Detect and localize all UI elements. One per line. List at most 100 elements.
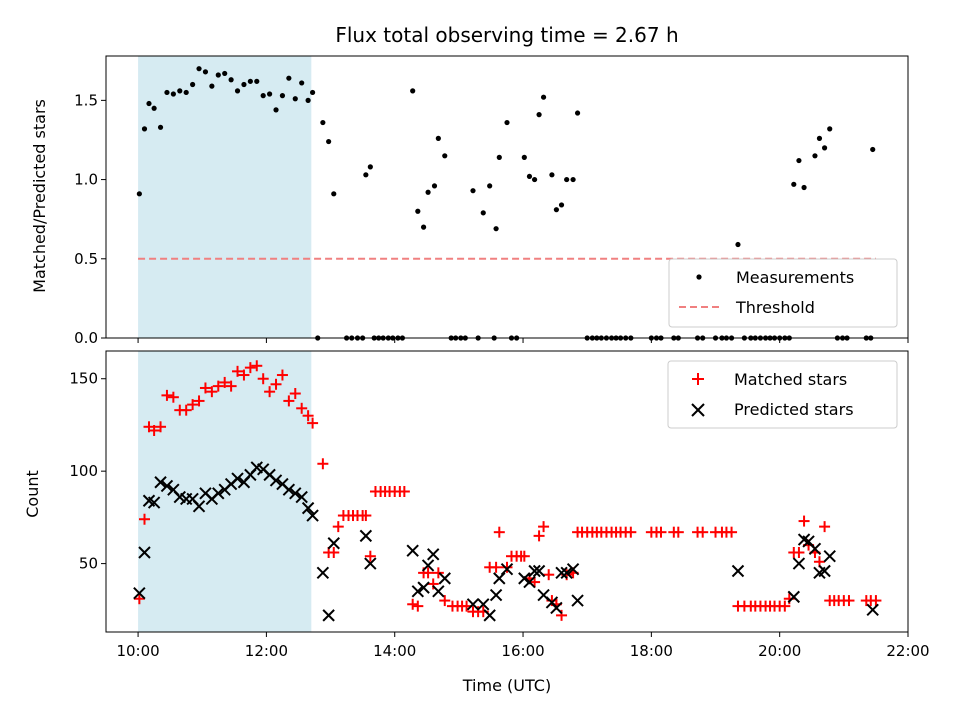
measurement-point xyxy=(526,173,533,180)
top-y-axis-label: Matched/Predicted stars xyxy=(30,99,49,293)
matched-star-point xyxy=(212,380,224,392)
matched-star-point xyxy=(232,365,244,377)
measurement-point xyxy=(791,181,797,187)
matched-star-point xyxy=(655,526,667,538)
matched-star-point xyxy=(219,376,231,388)
measurement-point xyxy=(870,146,876,153)
legend-measurements-marker xyxy=(696,274,702,280)
measurement-point xyxy=(827,126,833,132)
measurement-point xyxy=(487,183,493,189)
measurement-point xyxy=(136,191,142,197)
matched-star-point xyxy=(155,421,167,433)
predicted-star-point xyxy=(417,581,430,594)
x-tick-label: 12:00 xyxy=(245,642,288,660)
matched-star-point xyxy=(490,561,502,573)
matched-star-point xyxy=(264,386,276,398)
predicted-star-point xyxy=(306,509,319,522)
matched-star-point xyxy=(187,399,199,411)
matched-star-point xyxy=(697,526,709,538)
legend-matched-marker xyxy=(692,373,704,385)
y-tick-label: 1.0 xyxy=(74,171,98,189)
matched-star-point xyxy=(538,521,550,533)
legend-matched-label: Matched stars xyxy=(734,370,847,389)
matched-star-point xyxy=(328,547,340,559)
measurement-point xyxy=(480,210,486,216)
y-tick-label: 150 xyxy=(69,370,98,388)
top-x-ticks xyxy=(137,338,909,343)
measurement-point xyxy=(420,224,427,230)
predicted-star-point xyxy=(231,472,244,485)
measurement-point xyxy=(801,184,807,191)
matched-star-point xyxy=(501,561,513,573)
predicted-star-point xyxy=(432,585,445,598)
measurement-point xyxy=(553,207,560,213)
y-tick-label: 0.5 xyxy=(74,250,98,268)
measurement-point xyxy=(415,208,421,214)
x-tick-label: 16:00 xyxy=(501,642,544,660)
measurement-point xyxy=(564,176,570,183)
measurement-point xyxy=(247,78,253,84)
x-tick-label: 10:00 xyxy=(116,642,159,660)
predicted-star-point xyxy=(160,479,174,493)
matched-star-point xyxy=(199,382,211,394)
predicted-star-point xyxy=(787,590,801,604)
bottom-panel: 50 100 150 10:00 12:00 14:00 16:00 18:00 20:00 2… xyxy=(23,350,930,695)
legend-predicted-label: Predicted stars xyxy=(734,400,854,419)
matched-star-point xyxy=(193,395,205,407)
bottom-x-ticks: 10:00 12:00 14:00 16:00 18:00 20:00 22:00 xyxy=(116,632,930,660)
matched-star-point xyxy=(518,550,530,562)
measurement-point xyxy=(177,88,183,94)
matched-star-point xyxy=(332,521,344,533)
measurement-point xyxy=(425,189,431,195)
measurement-point xyxy=(442,153,448,159)
matched-star-point xyxy=(251,360,263,372)
measurement-point xyxy=(299,80,305,86)
predicted-star-point xyxy=(483,609,496,622)
measurement-point xyxy=(796,157,802,164)
top-frame xyxy=(105,55,909,339)
measurement-point xyxy=(410,88,416,94)
measurement-point xyxy=(254,78,260,84)
x-tick-label: 14:00 xyxy=(373,642,416,660)
x-tick-label: 18:00 xyxy=(630,642,673,660)
matched-star-point xyxy=(422,567,434,579)
measurement-point xyxy=(234,88,241,94)
measurement-point xyxy=(170,91,176,97)
matched-star-point xyxy=(148,424,160,436)
predicted-star-point xyxy=(518,572,531,585)
measurement-point xyxy=(196,66,202,72)
matched-star-point xyxy=(493,526,505,538)
predicted-star-point xyxy=(327,537,340,550)
predicted-star-point xyxy=(866,603,879,617)
measurement-point xyxy=(735,241,741,248)
predicted-star-point xyxy=(500,562,514,576)
measurement-point xyxy=(141,126,148,132)
matched-star-point xyxy=(798,515,810,527)
measurement-point xyxy=(286,75,292,81)
top-legend: Measurements Threshold xyxy=(668,258,898,328)
predicted-star-point xyxy=(792,557,806,570)
measurement-point xyxy=(305,97,311,103)
top-observing-shade xyxy=(138,56,312,338)
predicted-star-point xyxy=(731,564,745,578)
measurement-point xyxy=(812,153,818,159)
measurement-point xyxy=(190,81,196,88)
bottom-frame xyxy=(105,350,909,633)
legend-measurements-label: Measurements xyxy=(736,268,854,287)
measurement-point xyxy=(496,154,502,160)
matched-star-point xyxy=(819,521,831,533)
measurement-point xyxy=(536,112,542,118)
predicted-star-point xyxy=(411,585,425,598)
bottom-legend: Matched stars Predicted stars xyxy=(667,360,898,429)
predicted-star-point xyxy=(421,559,435,572)
measurement-point xyxy=(367,164,373,170)
matched-star-point xyxy=(360,510,372,522)
predicted-star-point xyxy=(322,609,335,622)
matched-star-point xyxy=(529,576,541,588)
top-y-ticks: 0.0 0.5 1.0 1.5 xyxy=(74,91,106,347)
matched-star-point xyxy=(138,513,150,525)
matched-star-point xyxy=(206,386,218,398)
matched-star-point xyxy=(412,600,424,612)
predicted-star-point xyxy=(282,483,296,496)
